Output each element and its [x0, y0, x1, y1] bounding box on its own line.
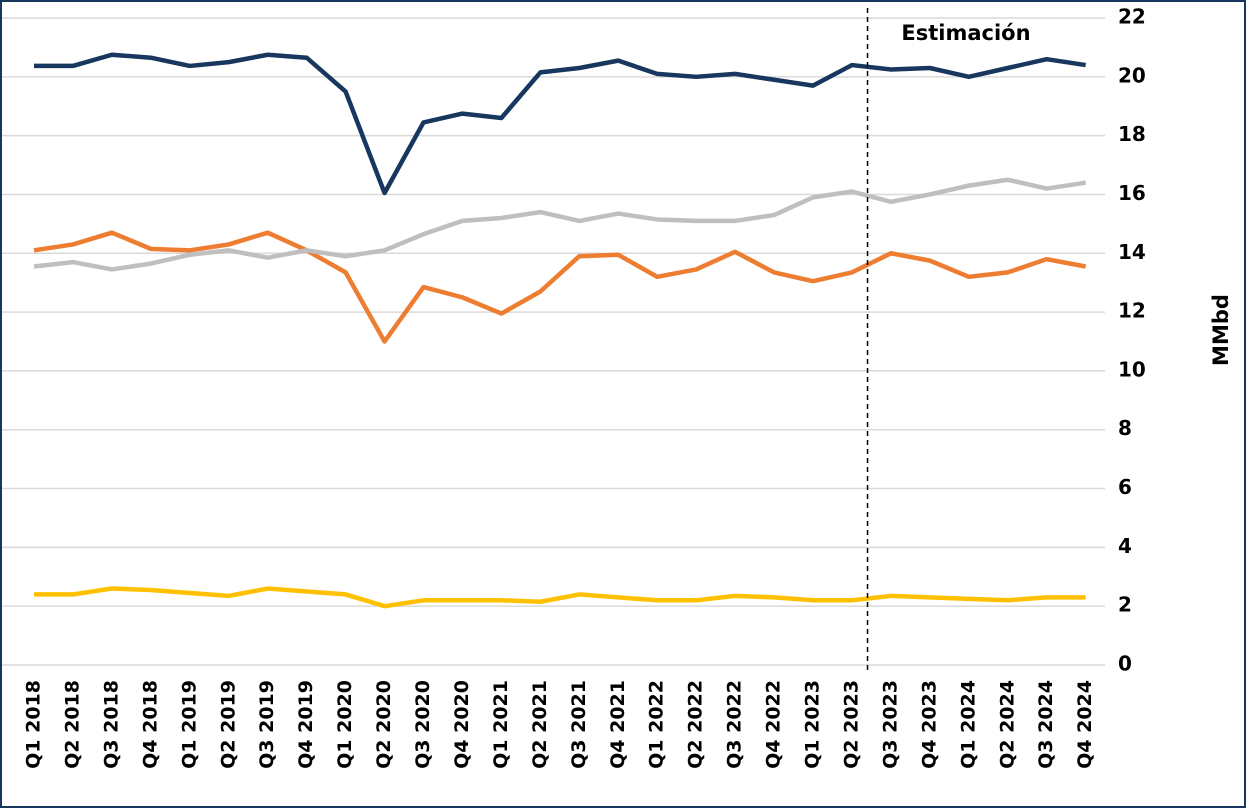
- x-tick-label: Q1 2018: [23, 680, 45, 769]
- x-tick-label: Q2 2019: [217, 680, 239, 769]
- series-line: [34, 52, 1086, 196]
- x-tick-label: Q2 2024: [996, 680, 1018, 769]
- series-line: [34, 586, 1086, 609]
- x-tick-label: Q4 2020: [451, 680, 473, 769]
- y-tick-label: 10: [1118, 357, 1146, 381]
- x-tick-label: Q3 2024: [1035, 680, 1057, 769]
- x-tick-label: Q3 2020: [412, 680, 434, 769]
- x-tick-label: Q3 2022: [724, 680, 746, 769]
- x-tick-label: Q2 2018: [61, 680, 83, 769]
- y-tick-label: 20: [1118, 63, 1146, 87]
- y-tick-label: 22: [1118, 5, 1146, 29]
- series-line: [33, 177, 1086, 272]
- y-axis-label: MMbd: [1209, 294, 1233, 366]
- x-tick-label: Q3 2018: [100, 680, 122, 769]
- x-tick-label: Q3 2021: [568, 680, 590, 769]
- x-tick-label: Q4 2021: [607, 680, 629, 769]
- x-tick-label: Q2 2020: [373, 680, 395, 769]
- y-tick-label: 12: [1118, 299, 1146, 323]
- x-tick-label: Q1 2019: [178, 680, 200, 769]
- x-tick-label: Q4 2022: [763, 680, 785, 769]
- series-line: [33, 230, 1087, 344]
- x-tick-label: Q3 2023: [879, 680, 901, 769]
- x-tick-label: Q1 2022: [646, 680, 668, 769]
- x-tick-label: Q1 2023: [802, 680, 824, 769]
- x-tick-label: Q1 2020: [334, 680, 356, 769]
- y-tick-label: 14: [1118, 240, 1146, 264]
- y-tick-label: 2: [1118, 593, 1132, 617]
- x-tick-label: Q4 2018: [139, 680, 161, 769]
- y-tick-label: 6: [1118, 475, 1132, 499]
- x-tick-label: Q1 2021: [490, 680, 512, 769]
- x-tick-label: Q2 2023: [840, 680, 862, 769]
- y-tick-label: 8: [1118, 416, 1132, 440]
- y-tick-label: 18: [1118, 122, 1146, 146]
- y-tick-label: 0: [1118, 652, 1132, 676]
- x-tick-label: Q4 2019: [295, 680, 317, 769]
- y-tick-label: 16: [1118, 181, 1146, 205]
- annotation: Estimación: [901, 21, 1030, 45]
- x-tick-label: Q2 2021: [529, 680, 551, 769]
- y-tick-label: 4: [1118, 534, 1132, 558]
- x-tick-label: Q1 2024: [957, 680, 979, 769]
- x-tick-label: Q4 2024: [1074, 680, 1096, 769]
- x-tick-label: Q2 2022: [685, 680, 707, 769]
- x-tick-label: Q4 2023: [918, 680, 940, 769]
- x-tick-label: Q3 2019: [256, 680, 278, 769]
